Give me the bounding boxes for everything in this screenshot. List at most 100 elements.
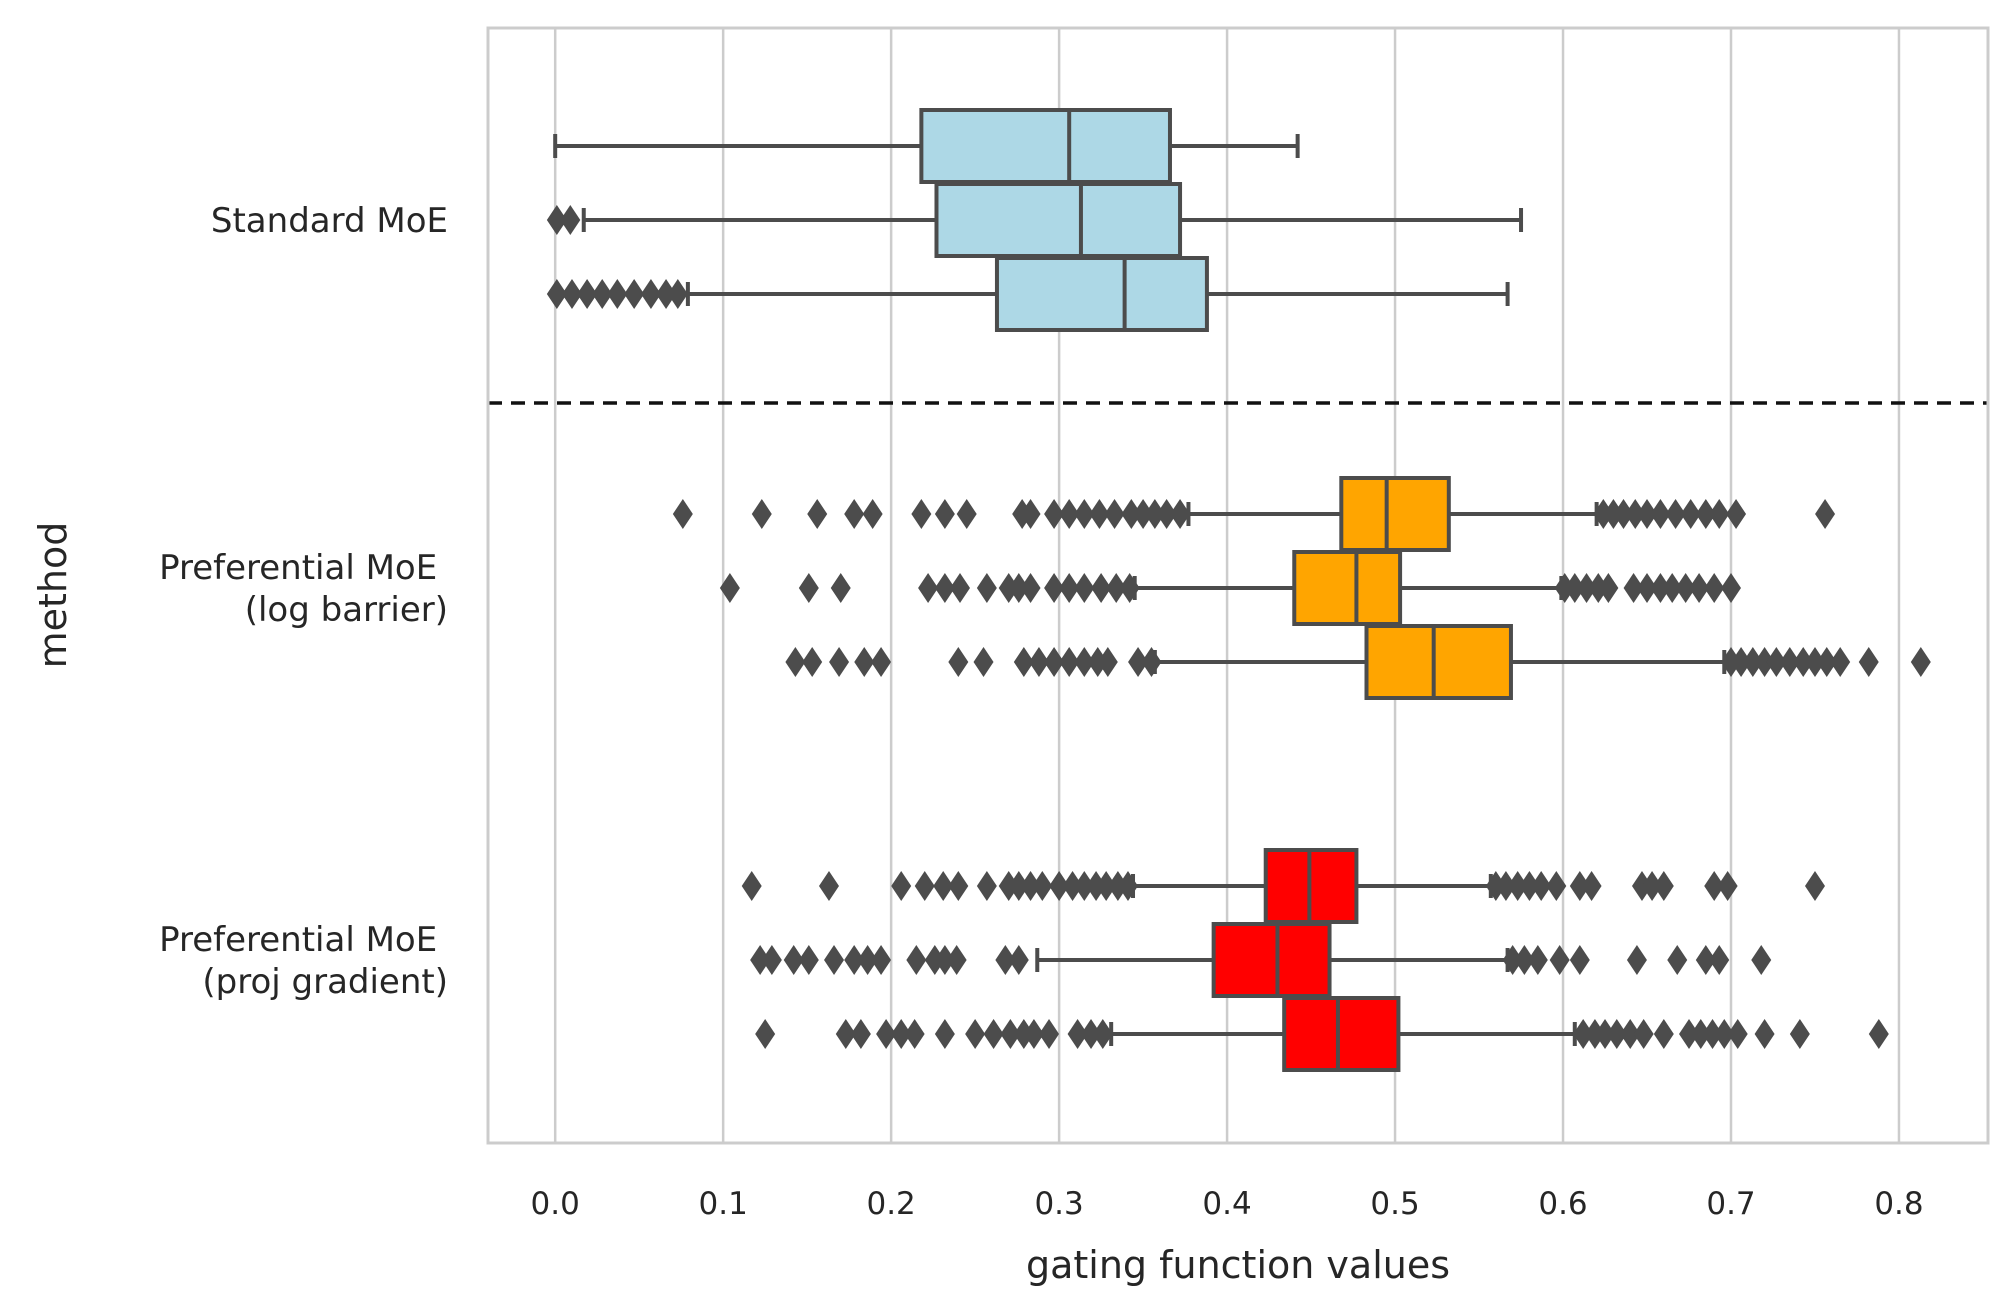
flier-point [1013, 647, 1034, 677]
x-tick-label: 0.8 [1874, 1186, 1923, 1222]
flier-point [1081, 1019, 1102, 1049]
flier-point [1156, 499, 1177, 529]
flier-point [1044, 647, 1065, 677]
category-label: Preferential MoE (proj gradient) [159, 920, 448, 1002]
flier-point [798, 573, 819, 603]
flier-point [1793, 647, 1814, 677]
flier-point [1789, 1019, 1810, 1049]
flier-point [1008, 945, 1029, 975]
flier-point [976, 573, 997, 603]
flier-point [835, 1019, 856, 1049]
flier-point [1709, 499, 1730, 529]
flier-point [741, 871, 762, 901]
flier-point [755, 1019, 776, 1049]
x-tick-label: 0.7 [1706, 1186, 1755, 1222]
x-tick-label: 0.3 [1034, 1186, 1083, 1222]
flier-point [1680, 499, 1701, 529]
flier-point [983, 1019, 1004, 1049]
flier-point [891, 871, 912, 901]
box-1-0 [672, 476, 1836, 552]
group-1 [672, 476, 1931, 700]
flier-point [1089, 499, 1110, 529]
flier-point [1502, 945, 1523, 975]
flier-point [1141, 647, 1162, 677]
flier-point [1086, 871, 1107, 901]
flier-point [1804, 647, 1825, 677]
box-iqr [994, 256, 1209, 332]
flier-point [1816, 647, 1837, 677]
flier-point [1020, 871, 1041, 901]
flier-point [1588, 573, 1609, 603]
flier-point [1104, 499, 1125, 529]
flier-point [1910, 647, 1931, 677]
flier-point [783, 945, 804, 975]
flier-point [1519, 871, 1540, 901]
flier-point [844, 945, 865, 975]
flier-point [1091, 573, 1112, 603]
box-2-0 [741, 848, 1825, 924]
flier-point [798, 945, 819, 975]
flier-point [1595, 1019, 1616, 1049]
flier-point [640, 279, 661, 309]
box-iqr [919, 108, 1172, 184]
flier-point [1059, 499, 1080, 529]
flier-point [1868, 1019, 1889, 1049]
flier-point [1804, 871, 1825, 901]
flier-point [818, 871, 839, 901]
flier-point [1603, 499, 1624, 529]
flier-point [1573, 1019, 1594, 1049]
flier-point [761, 945, 782, 975]
flier-point [1485, 871, 1506, 901]
flier-point [906, 945, 927, 975]
flier-point [918, 573, 939, 603]
flier-point [577, 279, 598, 309]
flier-point [1514, 945, 1535, 975]
flier-point [1074, 499, 1095, 529]
flier-point [1527, 945, 1548, 975]
flier-point [1531, 871, 1552, 901]
flier-point [862, 499, 883, 529]
flier-point [1779, 647, 1800, 677]
flier-point [1062, 871, 1083, 901]
flier-point [1564, 573, 1585, 603]
flier-point [1702, 1019, 1723, 1049]
flier-point [854, 647, 875, 677]
flier-point [802, 647, 823, 677]
flier-point [1598, 573, 1619, 603]
flier-point [995, 945, 1016, 975]
flier-point [1170, 499, 1191, 529]
flier-point [1008, 573, 1029, 603]
flier-point [1020, 499, 1041, 529]
box-iqr [1282, 996, 1401, 1072]
flier-point [560, 205, 581, 235]
flier-point [1721, 573, 1742, 603]
flier-point [1032, 871, 1053, 901]
flier-point [1107, 871, 1128, 901]
flier-point [1144, 499, 1165, 529]
flier-point [1008, 871, 1029, 901]
flier-point [965, 1019, 986, 1049]
flier-point [1074, 573, 1095, 603]
flier-point [1049, 871, 1070, 901]
x-axis-tick-labels: 0.0 0.1 0.2 0.3 0.4 0.5 0.6 0.7 0.8 [531, 1186, 1924, 1222]
flier-point [1754, 1019, 1775, 1049]
flier-point [1020, 573, 1041, 603]
flier-point [998, 573, 1019, 603]
category-label: Standard MoE [211, 201, 448, 241]
flier-point [592, 279, 613, 309]
x-tick-label: 0.4 [1202, 1186, 1251, 1222]
flier-point [1858, 647, 1879, 677]
box-2-1 [750, 922, 1772, 998]
flier-point [607, 279, 628, 309]
flier-point [1631, 871, 1652, 901]
flier-point [1704, 573, 1725, 603]
flier-point [871, 647, 892, 677]
box-iqr [1211, 922, 1332, 998]
flier-point [1742, 647, 1763, 677]
flier-point [1000, 1019, 1021, 1049]
flier-point [1074, 871, 1095, 901]
x-tick-label: 0.2 [866, 1186, 915, 1222]
flier-point [1546, 871, 1567, 901]
flier-point [1633, 1019, 1654, 1049]
flier-point [1679, 1019, 1700, 1049]
